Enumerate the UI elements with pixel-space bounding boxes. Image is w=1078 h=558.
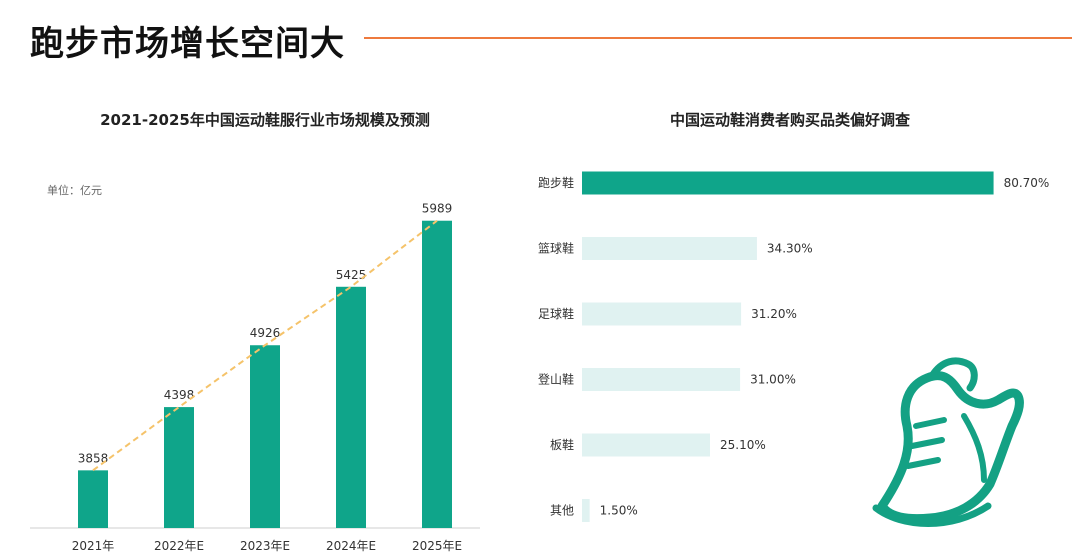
bar-value-label: 3858 xyxy=(78,451,109,465)
category-label: 其他 xyxy=(550,504,574,518)
preference-chart-title: 中国运动鞋消费者购买品类偏好调查 xyxy=(669,111,910,129)
hbar xyxy=(582,171,994,195)
hbar xyxy=(582,237,757,260)
bar xyxy=(78,470,108,528)
shoe-upper xyxy=(877,371,1024,524)
shoe-tongue xyxy=(928,357,978,392)
category-label: 足球鞋 xyxy=(538,306,574,321)
x-tick-label: 2024年E xyxy=(326,539,376,553)
unit-label: 单位：亿元 xyxy=(47,184,102,197)
hbar xyxy=(582,433,711,457)
bar-value-label: 4398 xyxy=(164,388,195,402)
x-tick-label: 2021年 xyxy=(72,539,115,553)
hbar-value-label: 31.20% xyxy=(751,307,797,321)
shoe-lace-3 xyxy=(905,457,941,469)
bar xyxy=(422,220,452,528)
shoe-sole xyxy=(872,502,992,527)
category-label: 登山鞋 xyxy=(538,372,574,387)
hbar xyxy=(582,499,590,522)
hbar-value-label: 1.50% xyxy=(600,504,638,518)
hbar-value-label: 25.10% xyxy=(720,438,766,452)
market-size-chart-title: 2021-2025年中国运动鞋服行业市场规模及预测 xyxy=(100,111,430,129)
category-label: 跑步鞋 xyxy=(538,175,574,190)
bar-value-label: 5989 xyxy=(422,202,453,216)
page-headline: 跑步市场增长空间大 xyxy=(30,24,345,64)
running-shoe-icon xyxy=(872,357,1024,527)
hbar-value-label: 80.70% xyxy=(1004,176,1050,190)
headline-divider xyxy=(364,37,1072,39)
shoe-stripe xyxy=(961,413,987,483)
hbar xyxy=(582,302,742,326)
bar-value-label: 5425 xyxy=(336,268,367,282)
category-label: 篮球鞋 xyxy=(538,241,574,256)
hbar xyxy=(582,368,741,391)
x-tick-label: 2025年E xyxy=(412,539,462,553)
x-tick-label: 2022年E xyxy=(154,539,204,553)
bar xyxy=(336,286,366,528)
bar xyxy=(250,345,280,528)
category-label: 板鞋 xyxy=(550,437,574,452)
hbar-value-label: 31.00% xyxy=(750,373,796,387)
trend-line xyxy=(92,219,438,472)
bar-value-label: 4926 xyxy=(250,326,281,340)
bar xyxy=(164,407,194,528)
x-tick-label: 2023年E xyxy=(240,539,290,553)
preference-chart: 跑步鞋 80.70% 篮球鞋 34.30% 足球鞋 31.20% 登山鞋 31.00% 板鞋 25… xyxy=(538,171,1050,522)
shoe-lace-2 xyxy=(909,437,945,449)
market-size-chart: 3858 2021年 4398 2022年E 4926 2023年E 5425 2024年E 5… xyxy=(30,202,480,553)
shoe-lace-1 xyxy=(913,417,947,429)
hbar-value-label: 34.30% xyxy=(767,242,813,256)
